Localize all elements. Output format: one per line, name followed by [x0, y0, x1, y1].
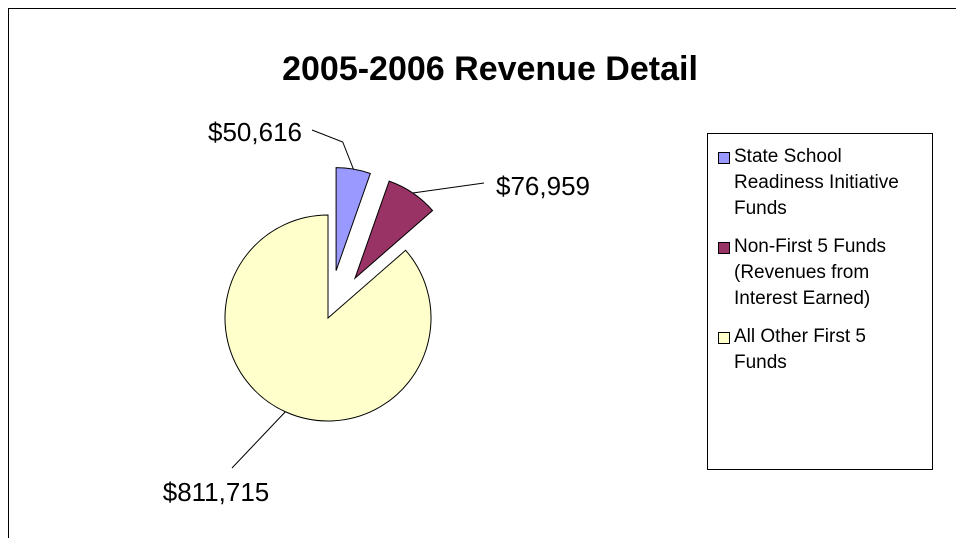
legend-swatch	[718, 152, 730, 164]
leader-line	[412, 182, 485, 194]
pie-slice	[335, 167, 371, 271]
pie-slice	[353, 180, 434, 280]
data-label: $50,616	[208, 117, 302, 147]
legend-label: Non-First 5 Funds (Revenues from Interes…	[734, 236, 887, 309]
data-label: $76,959	[496, 171, 590, 201]
data-label: $811,715	[163, 477, 270, 507]
pie-slice	[224, 214, 432, 422]
legend-item: Non-First 5 Funds (Revenues from Interes…	[718, 234, 924, 312]
legend-item: All Other First 5 Funds	[718, 324, 924, 376]
legend-item: State School Readiness Initiative Funds	[718, 144, 924, 222]
legend-label: All Other First 5 Funds	[734, 326, 866, 373]
legend-swatch	[718, 242, 730, 254]
legend-swatch	[718, 332, 730, 344]
leader-line	[311, 129, 354, 170]
leader-line	[231, 411, 286, 469]
chart-title: 2005-2006 Revenue Detail	[282, 50, 698, 88]
legend: State School Readiness Initiative Funds N…	[707, 133, 933, 470]
legend-label: State School Readiness Initiative Funds	[734, 146, 899, 219]
